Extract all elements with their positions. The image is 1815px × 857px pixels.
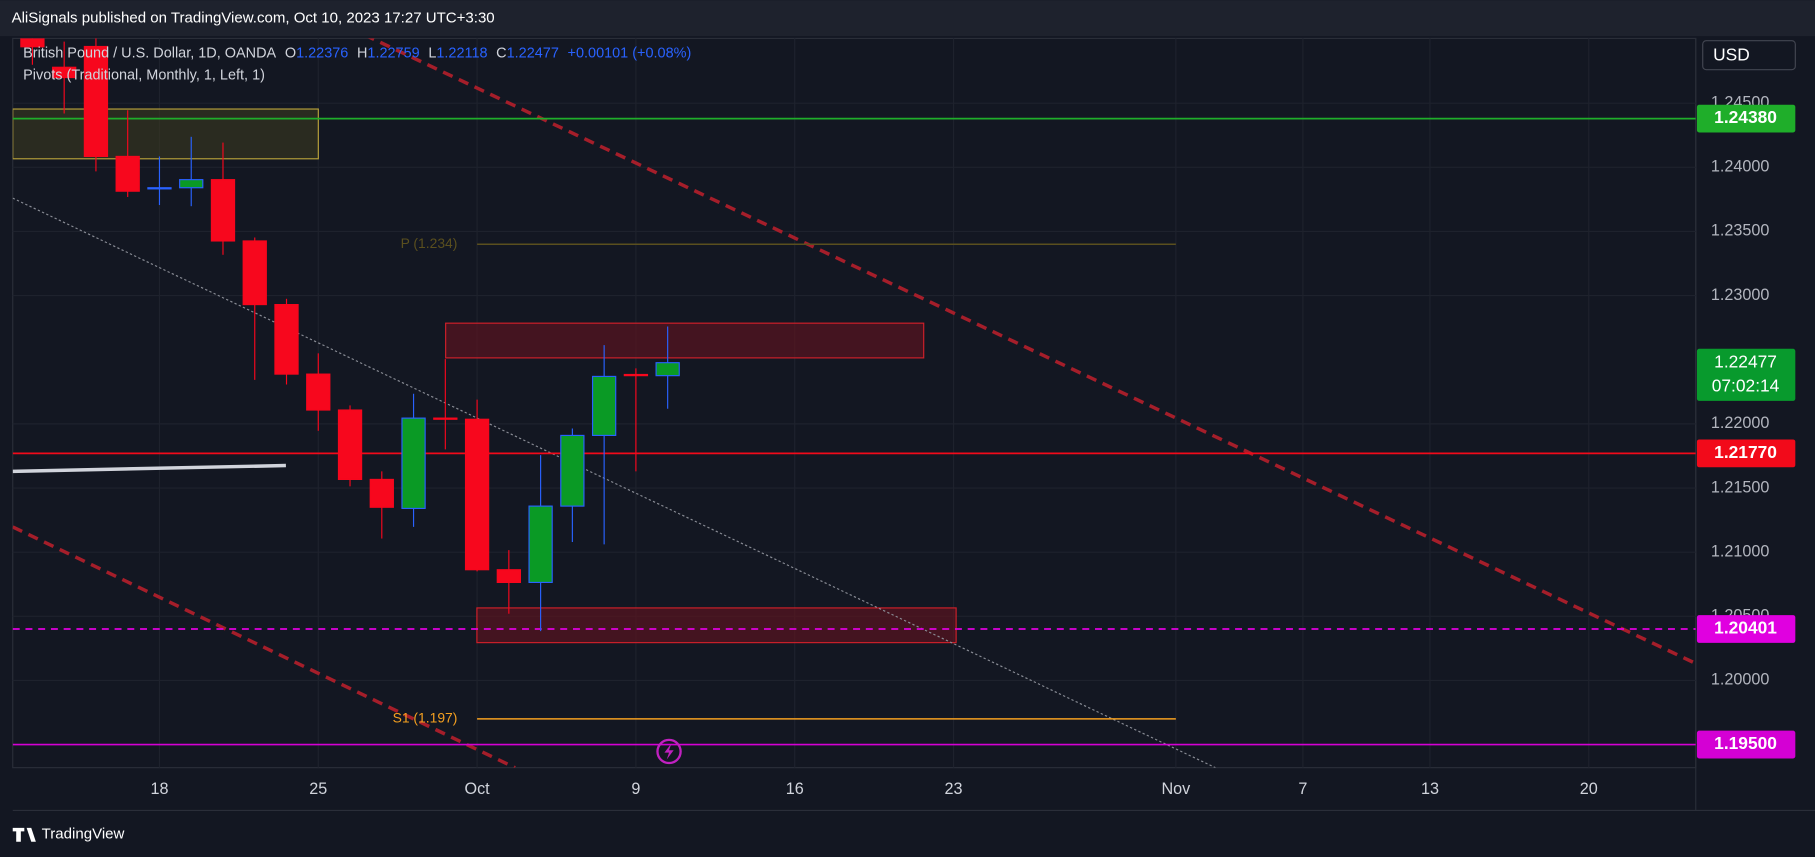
level-tag xyxy=(1696,104,1796,133)
change: +0.00101 (+0.08%) xyxy=(568,45,692,61)
candle-body xyxy=(306,373,331,411)
level-label: 1.20401 xyxy=(1714,618,1777,638)
symbol: British Pound / U.S. Dollar, 1D, OANDA xyxy=(23,45,276,61)
drawings xyxy=(12,38,1696,768)
published: AliSignals published on TradingView.com,… xyxy=(12,10,495,27)
candle-body xyxy=(179,179,204,189)
top-bar xyxy=(0,0,1815,37)
currency-box[interactable] xyxy=(1702,40,1796,71)
candle-body xyxy=(401,417,426,509)
y-tick-label: 1.22000 xyxy=(1711,414,1770,432)
logo[interactable] xyxy=(12,827,36,842)
trend-line xyxy=(367,38,1696,666)
zone xyxy=(445,322,925,359)
zone xyxy=(476,607,957,644)
x-tick-label: 18 xyxy=(150,780,168,798)
x-tick-label: 20 xyxy=(1580,780,1598,798)
trend-line xyxy=(12,463,286,474)
candle-body xyxy=(464,418,490,571)
pane xyxy=(12,37,1697,769)
candle-body xyxy=(433,417,458,420)
ohlc-prefix: O xyxy=(285,45,296,61)
ohlc-prefix: L xyxy=(428,45,436,61)
candle-body xyxy=(337,409,363,481)
candle-body xyxy=(496,569,522,584)
pivot-label: P (1.234) xyxy=(401,235,458,251)
x-tick-label: 16 xyxy=(786,780,804,798)
y-tick-label: 1.23000 xyxy=(1711,286,1770,304)
x-tick-label: Oct xyxy=(464,780,490,798)
candle-body xyxy=(528,505,553,584)
candle-body xyxy=(560,434,585,507)
candle-body xyxy=(83,45,109,158)
candle-body xyxy=(655,362,680,377)
candle-body xyxy=(623,373,649,377)
pivot-label: S1 (1.197) xyxy=(393,710,458,726)
footer[interactable]: TradingView xyxy=(42,826,125,843)
candle-body xyxy=(115,155,140,192)
ohlc-prefix: H xyxy=(357,45,367,61)
labels: 1.245001.240001.235001.230001.220001.215… xyxy=(150,93,1796,798)
x-tick-label: 13 xyxy=(1421,780,1439,798)
y-tick-label: 1.24000 xyxy=(1711,158,1770,176)
event-icon[interactable] xyxy=(656,738,682,765)
level-tag xyxy=(1696,730,1796,759)
currency[interactable]: USD xyxy=(1713,44,1750,64)
indicator: Pivots (Traditional, Monthly, 1, Left, 1… xyxy=(23,67,265,83)
candles xyxy=(20,38,680,632)
candle-body xyxy=(147,187,172,190)
ohlc-value: 1.22477 xyxy=(507,45,559,61)
trend-line xyxy=(12,525,516,768)
candle-body xyxy=(20,38,45,48)
x-tick-label: 7 xyxy=(1298,780,1307,798)
x-tick-label: 25 xyxy=(309,780,327,798)
x-tick-label: Nov xyxy=(1161,780,1191,798)
candle-body xyxy=(52,66,77,79)
levels: P (1.234) S1 (1.197) xyxy=(12,117,1696,746)
level-label: 1.21770 xyxy=(1714,442,1777,462)
event-icon[interactable] xyxy=(664,743,674,760)
ohlc-value: 1.22118 xyxy=(436,45,487,61)
candle-body xyxy=(274,304,299,375)
candle-body xyxy=(591,375,617,437)
ohlc-prefix: C xyxy=(496,45,506,61)
price-label: 1.22477 xyxy=(1714,351,1777,371)
legend: British Pound / U.S. Dollar, 1D, OANDA O… xyxy=(23,45,691,61)
candle-body xyxy=(210,179,236,242)
level-label: 1.24380 xyxy=(1714,107,1777,127)
level-tag xyxy=(1696,615,1796,643)
y-tick-label: 1.20000 xyxy=(1711,671,1770,689)
ohlc-value: 1.22376 xyxy=(296,45,348,61)
countdown: 07:02:14 xyxy=(1712,376,1780,396)
candle-body xyxy=(369,478,394,508)
level-label: 1.19500 xyxy=(1714,733,1777,753)
zone xyxy=(12,108,319,160)
y-tick-label: 1.21000 xyxy=(1711,542,1770,560)
candle-body xyxy=(242,240,267,306)
level-tag xyxy=(1696,439,1796,468)
y-tick-label: 1.21500 xyxy=(1711,478,1770,496)
x-tick-label: 23 xyxy=(945,780,963,798)
y-tick-label: 1.23500 xyxy=(1711,222,1770,240)
x-tick-label: 9 xyxy=(631,780,640,798)
price-tag xyxy=(1696,348,1796,401)
ohlc-value: 1.22759 xyxy=(367,45,419,61)
